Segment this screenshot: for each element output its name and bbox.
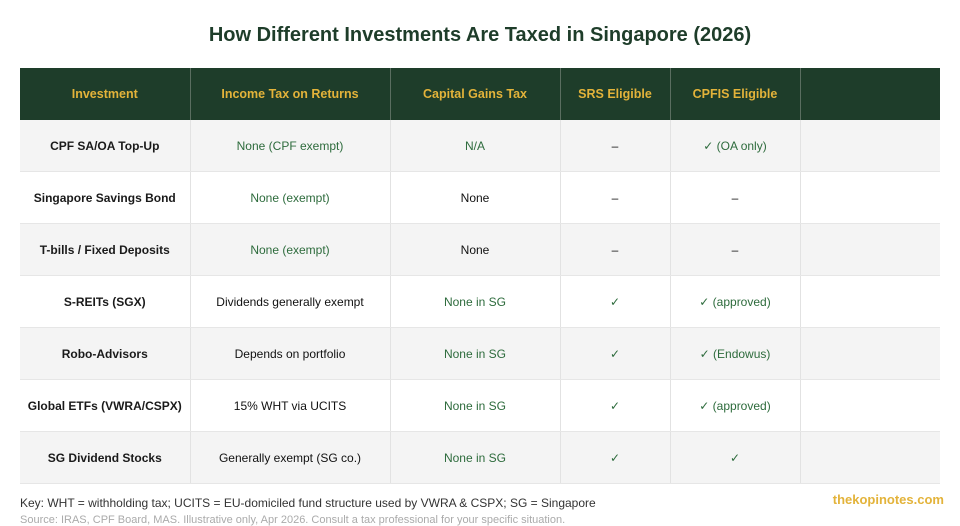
cell: ✓ (approved): [670, 275, 801, 328]
header-row: Investment Income Tax on Returns Capital…: [20, 68, 940, 120]
source-note: Source: IRAS, CPF Board, MAS. Illustrati…: [20, 514, 566, 526]
row: Singapore Savings Bond None (exempt) None –…: [20, 171, 940, 224]
cell: None (CPF exempt): [190, 120, 391, 172]
cell: [800, 223, 940, 276]
cell: None: [390, 171, 561, 224]
cell: –: [560, 223, 671, 276]
cell: None (exempt): [190, 171, 391, 224]
cell: –: [670, 171, 801, 224]
cell: None in SG: [390, 275, 561, 328]
row: CPF SA/OA Top-Up None (CPF exempt) N/A – ✓ (…: [20, 120, 940, 172]
row: Robo-Advisors Depends on portfolio None in…: [20, 327, 940, 380]
cell: None in SG: [390, 379, 561, 432]
cell: ✓: [560, 275, 671, 328]
cell: None: [390, 223, 561, 276]
title: How Different Investments Are Taxed in S…: [208, 24, 752, 46]
cell: ✓: [560, 431, 671, 484]
cell: None in SG: [390, 327, 561, 380]
row: SG Dividend Stocks Generally exempt (SG c…: [20, 431, 940, 484]
cell: Dividends generally exempt: [190, 275, 391, 328]
header-cell: CPFIS Eligible: [670, 68, 801, 120]
cell: [800, 327, 940, 380]
cell: –: [670, 223, 801, 276]
header-cell: Investment: [20, 68, 191, 120]
cell: N/A: [390, 120, 561, 172]
cell: ✓ (OA only): [670, 120, 801, 172]
cell: [800, 379, 940, 432]
key-note: Key: WHT = withholding tax; UCITS = EU-d…: [20, 496, 596, 510]
cell: CPF SA/OA Top-Up: [20, 120, 191, 172]
header-cell: Income Tax on Returns: [190, 68, 391, 120]
cell: None (exempt): [190, 223, 391, 276]
cell: Singapore Savings Bond: [20, 171, 191, 224]
cell: –: [560, 171, 671, 224]
row: T-bills / Fixed Deposits None (exempt) Non…: [20, 223, 940, 276]
row: Global ETFs (VWRA/CSPX) 15% WHT via UCITS…: [20, 379, 940, 432]
cell: Robo-Advisors: [20, 327, 191, 380]
cell: [800, 275, 940, 328]
cell: –: [560, 120, 671, 172]
cell: ✓: [670, 431, 801, 484]
header-cell: Capital Gains Tax: [390, 68, 561, 120]
tax-table: Investment Income Tax on Returns Capital…: [20, 68, 940, 484]
cell: ✓ (approved): [670, 379, 801, 432]
header-cell: SRS Eligible: [560, 68, 671, 120]
cell: [800, 120, 940, 172]
cell: ✓ (Endowus): [670, 327, 801, 380]
cell: 15% WHT via UCITS: [190, 379, 391, 432]
cell: ✓: [560, 379, 671, 432]
cell: T-bills / Fixed Deposits: [20, 223, 191, 276]
row: S-REITs (SGX) Dividends generally exempt N…: [20, 275, 940, 328]
cell: SG Dividend Stocks: [20, 431, 191, 484]
watermark: thekopinotes.com: [832, 492, 944, 507]
cell: Generally exempt (SG co.): [190, 431, 391, 484]
cell: ✓: [560, 327, 671, 380]
cell: S-REITs (SGX): [20, 275, 191, 328]
cell: Global ETFs (VWRA/CSPX): [20, 379, 191, 432]
cell: [800, 431, 940, 484]
cell: None in SG: [390, 431, 561, 484]
header-cell: [800, 68, 940, 120]
cell: Depends on portfolio: [190, 327, 391, 380]
cell: [800, 171, 940, 224]
